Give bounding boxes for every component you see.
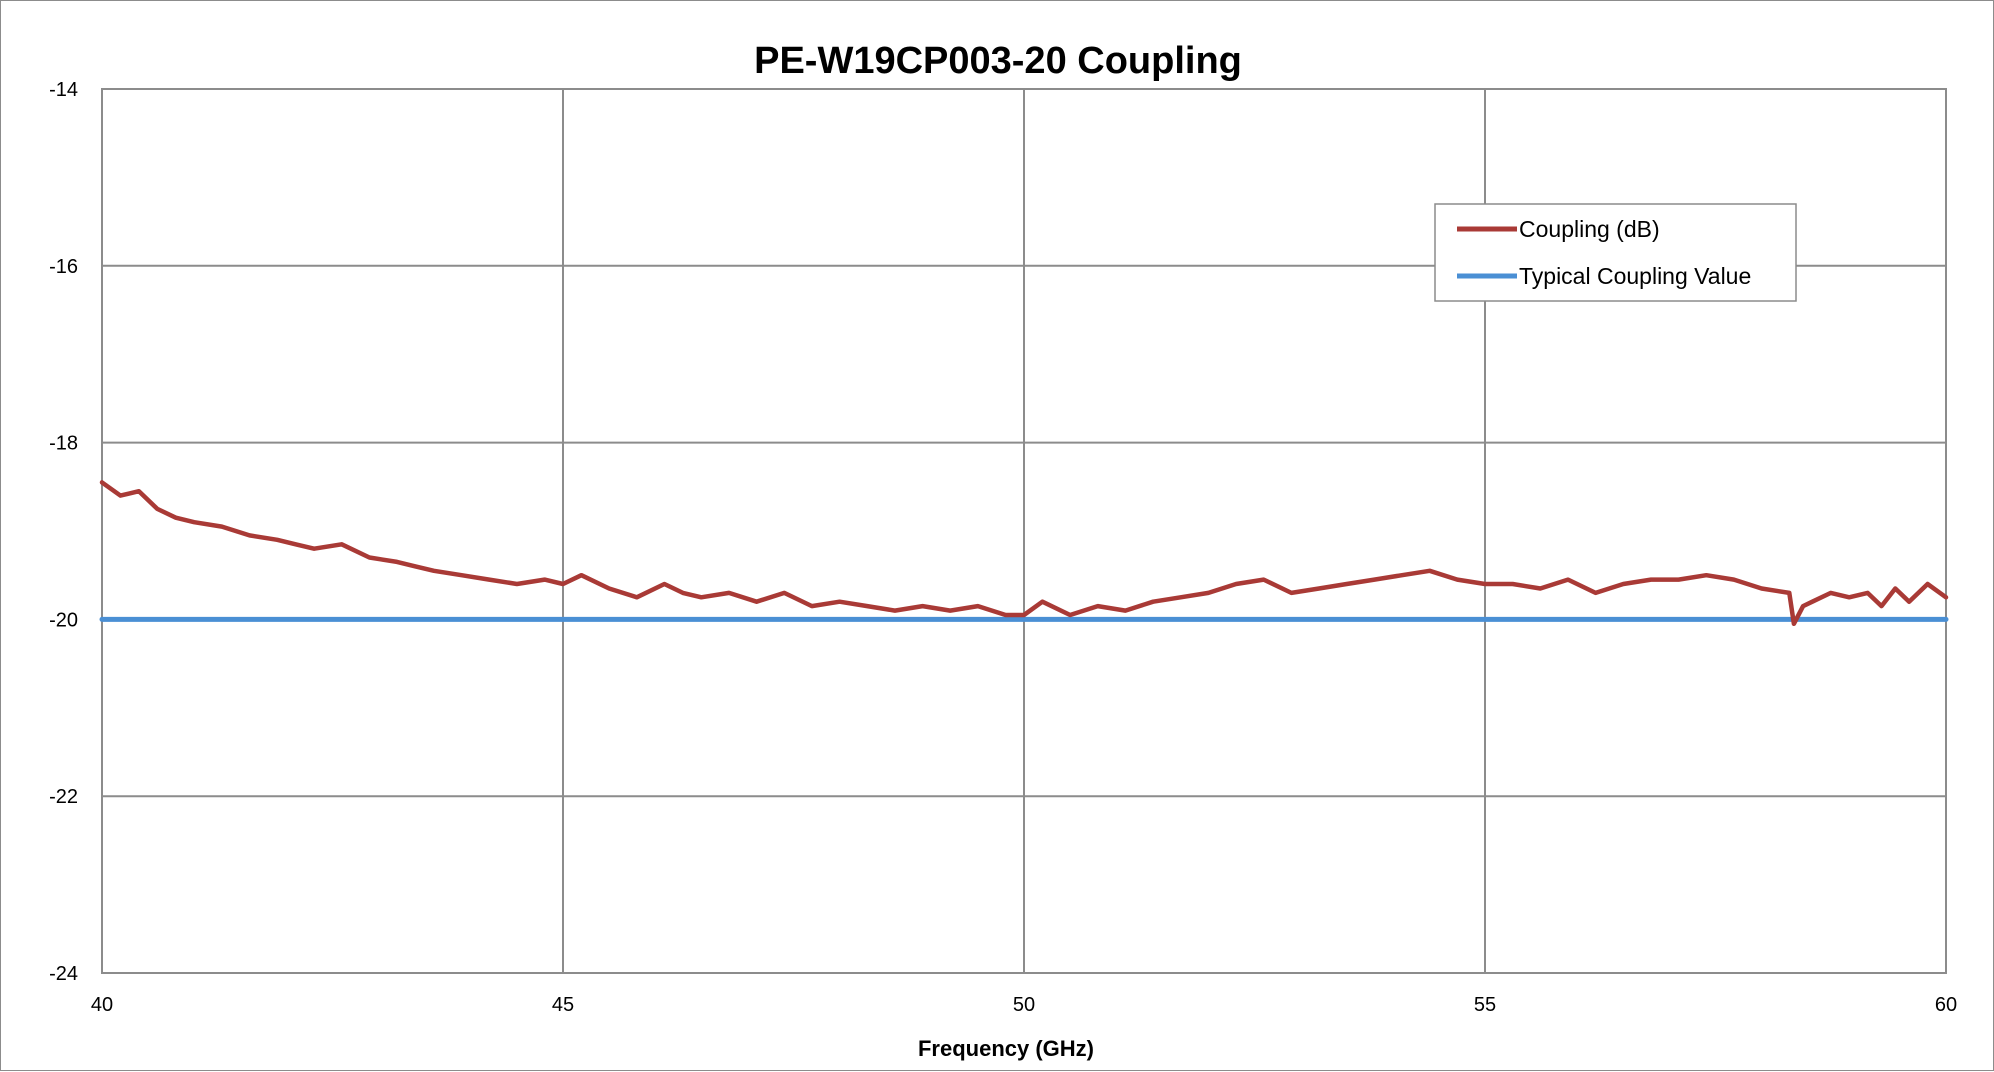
chart-title: PE-W19CP003-20 Coupling xyxy=(754,40,1242,82)
legend-box xyxy=(1434,203,1797,302)
x-tick-label: 45 xyxy=(552,994,574,1016)
y-tick-label: -18 xyxy=(49,433,78,455)
x-tick-label: 60 xyxy=(1935,994,1957,1016)
plot-area xyxy=(101,88,1947,974)
x-axis: 40 45 50 55 60 xyxy=(91,994,1957,1016)
legend-label-typical: Typical Coupling Value xyxy=(1519,263,1751,289)
series-line-coupling xyxy=(99,480,1949,627)
x-tick-label: 55 xyxy=(1474,994,1496,1016)
series-layer xyxy=(99,480,1949,627)
legend-label-coupling: Coupling (dB) xyxy=(1519,216,1660,242)
y-tick-label: -20 xyxy=(49,609,78,631)
x-tick-label: 50 xyxy=(1013,994,1035,1016)
x-tick-label: 40 xyxy=(91,994,113,1016)
y-tick-label: -24 xyxy=(49,963,78,985)
y-axis: -24 -22 -20 -18 -16 -14 xyxy=(49,79,78,985)
x-axis-title: Frequency (GHz) xyxy=(918,1036,1094,1061)
plot-border xyxy=(101,88,1947,974)
legend: Coupling (dB) Typical Coupling Value xyxy=(1434,203,1797,302)
y-tick-label: -16 xyxy=(49,256,78,278)
y-tick-label: -14 xyxy=(49,79,78,101)
y-tick-label: -22 xyxy=(49,786,78,808)
